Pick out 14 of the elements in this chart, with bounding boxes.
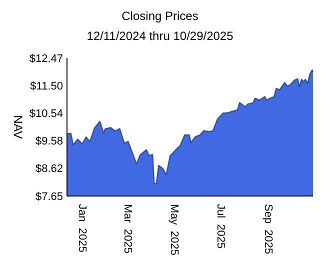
y-tick-label: $8.62 [35, 163, 63, 176]
chart-title: Closing Prices [122, 9, 198, 23]
y-tick-label: $7.65 [35, 190, 63, 203]
x-tick-label: Jul 2025 [214, 204, 226, 249]
x-tick-label: Mar 2025 [121, 204, 134, 254]
y-tick-label: $12.47 [29, 52, 63, 65]
x-tick-label: Sep 2025 [262, 204, 274, 254]
x-tick-label: Jan 2025 [76, 204, 88, 252]
chart-subtitle: 12/11/2024 thru 10/29/2025 [86, 29, 234, 43]
y-axis-title: NAV [11, 115, 25, 139]
y-tick-label: $10.54 [29, 108, 63, 120]
x-tick-label: May 2025 [168, 204, 180, 256]
y-tick-label: $11.50 [30, 80, 63, 93]
y-tick-label: $9.58 [35, 136, 63, 148]
